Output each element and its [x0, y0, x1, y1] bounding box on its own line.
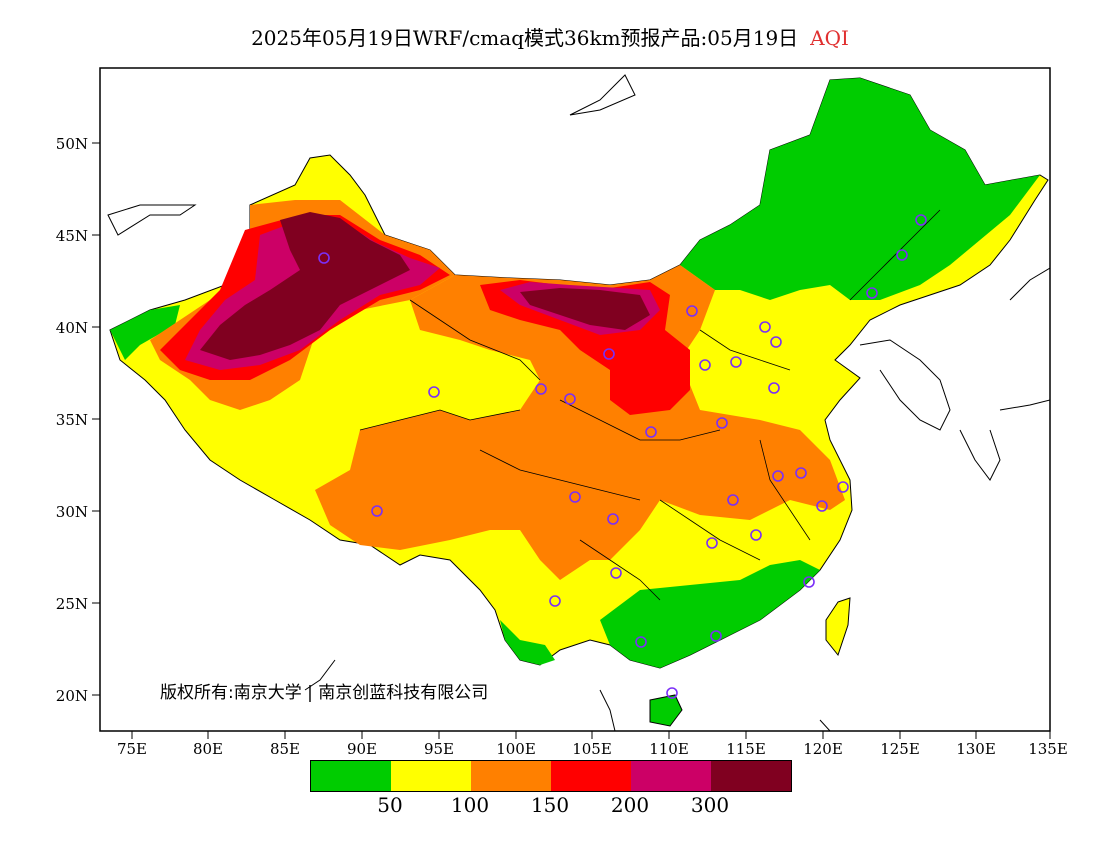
station-marker	[730, 356, 742, 368]
station-marker	[607, 513, 619, 525]
station-marker	[795, 467, 807, 479]
lon-label: 125E	[880, 740, 920, 758]
good-zone-south	[600, 560, 820, 668]
station-marker	[866, 287, 878, 299]
province-boundaries	[359, 209, 941, 601]
legend-swatch	[711, 761, 791, 791]
hazardous-zone-northwest	[200, 212, 410, 360]
station-marker	[610, 567, 622, 579]
station-marker	[803, 576, 815, 588]
lon-label: 120E	[803, 740, 843, 758]
longitude-labels: 75E 80E 85E 90E 95E 100E 105E 110E 115E …	[117, 740, 1068, 758]
lon-label: 90E	[347, 740, 377, 758]
legend-tick-label: 50	[377, 793, 403, 817]
station-marker	[371, 505, 383, 517]
station-marker	[603, 348, 615, 360]
station-marker	[896, 249, 908, 261]
station-marker	[706, 537, 718, 549]
lat-label: 50N	[56, 135, 88, 153]
copyright-notice: 版权所有:南京大学 | 南京创蓝科技有限公司	[160, 683, 489, 703]
station-marker	[645, 426, 657, 438]
map-area	[107, 74, 1050, 731]
lon-label: 85E	[270, 740, 300, 758]
lon-label: 115E	[726, 740, 766, 758]
aqi-color-legend	[310, 760, 792, 792]
station-marker	[727, 494, 739, 506]
station-marker	[716, 417, 728, 429]
latitude-axis	[92, 142, 100, 696]
legend-tick-label: 100	[450, 793, 490, 817]
station-marker	[564, 393, 576, 405]
map-frame	[99, 67, 1051, 732]
title-variable: AQI	[810, 26, 849, 50]
station-marker	[750, 529, 762, 541]
lon-label: 110E	[649, 740, 689, 758]
legend-tick-label: 150	[530, 793, 570, 817]
legend-swatch	[391, 761, 471, 791]
lat-label: 30N	[56, 503, 88, 521]
lon-label: 95E	[424, 740, 454, 758]
station-marker	[569, 491, 581, 503]
station-marker	[759, 321, 771, 333]
lat-label: 35N	[56, 411, 88, 429]
lat-label: 40N	[56, 319, 88, 337]
legend-swatch	[471, 761, 551, 791]
station-marker	[318, 252, 330, 264]
hazardous-zone-north	[520, 288, 650, 330]
station-marker	[772, 470, 784, 482]
station-markers	[318, 214, 927, 699]
station-marker	[428, 386, 440, 398]
station-marker	[770, 336, 782, 348]
lat-label: 45N	[56, 227, 88, 245]
legend-tick-label: 300	[690, 793, 730, 817]
usg-zone-central	[315, 265, 845, 580]
good-zone-west	[110, 305, 180, 360]
map-title: 2025年05月19日WRF/cmaq模式36km预报产品:05月19日 AQI	[0, 22, 1100, 51]
title-main: 2025年05月19日WRF/cmaq模式36km预报产品:05月19日	[251, 26, 799, 50]
lat-label: 25N	[56, 595, 88, 613]
station-marker	[768, 382, 780, 394]
station-marker	[837, 481, 849, 493]
hainan	[649, 694, 683, 727]
lon-label: 100E	[496, 740, 536, 758]
lon-label: 80E	[193, 740, 223, 758]
good-zone-yunnan	[500, 620, 555, 665]
station-marker	[915, 214, 927, 226]
lat-label: 20N	[56, 687, 88, 705]
station-marker	[535, 383, 547, 395]
station-marker	[710, 630, 722, 642]
lon-label: 105E	[572, 740, 612, 758]
lon-label: 75E	[117, 740, 147, 758]
good-zone-northeast	[680, 78, 1040, 300]
station-marker	[686, 305, 698, 317]
station-marker	[635, 636, 647, 648]
taiwan	[825, 597, 851, 657]
latitude-labels: 50N 45N 40N 35N 30N 25N 20N	[56, 135, 88, 705]
legend-swatch	[551, 761, 631, 791]
station-marker	[549, 595, 561, 607]
station-marker	[666, 687, 678, 699]
coastlines	[107, 74, 1050, 731]
legend-swatch	[311, 761, 391, 791]
longitude-axis	[131, 731, 1051, 739]
lon-label: 135E	[1028, 740, 1068, 758]
legend-swatch	[631, 761, 711, 791]
legend-tick-label: 200	[610, 793, 650, 817]
station-marker	[816, 500, 828, 512]
lon-label: 130E	[956, 740, 996, 758]
station-marker	[699, 359, 711, 371]
